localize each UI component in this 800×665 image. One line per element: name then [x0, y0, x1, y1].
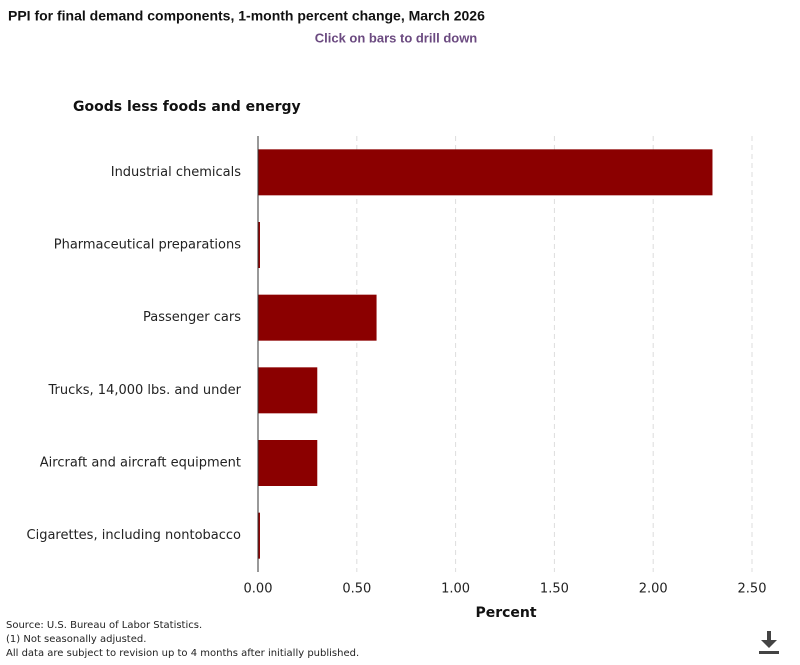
x-tick-label: 1.00: [441, 582, 470, 597]
x-tick-label: 1.50: [540, 582, 569, 597]
source-note: Source: U.S. Bureau of Labor Statistics.: [6, 620, 202, 631]
chart-subtitle: Click on bars to drill down: [315, 30, 478, 45]
y-tick-label: Trucks, 14,000 lbs. and under: [47, 383, 241, 398]
bar[interactable]: [258, 149, 713, 196]
y-tick-label: Industrial chemicals: [111, 165, 241, 180]
bar[interactable]: [258, 222, 260, 268]
bar[interactable]: [258, 512, 260, 559]
bar[interactable]: [258, 440, 318, 486]
group-label: Goods less foods and energy: [73, 99, 301, 115]
x-tick-label: 2.00: [639, 582, 668, 597]
download-button[interactable]: [759, 631, 779, 654]
bar[interactable]: [258, 367, 318, 414]
y-tick-label: Passenger cars: [143, 310, 241, 325]
x-tick-label: 2.50: [738, 582, 767, 597]
download-icon: [761, 640, 777, 648]
x-tick-label: 0.00: [244, 582, 273, 597]
x-tick-label: 0.50: [342, 582, 371, 597]
y-tick-label: Cigarettes, including nontobacco: [27, 528, 242, 543]
x-axis-label: Percent: [475, 605, 536, 621]
y-tick-label: Aircraft and aircraft equipment: [40, 456, 241, 471]
chart-title: PPI for final demand components, 1-month…: [8, 8, 485, 24]
download-icon: [767, 631, 771, 641]
download-icon: [759, 651, 779, 654]
y-tick-label: Pharmaceutical preparations: [54, 238, 241, 253]
source-note: All data are subject to revision up to 4…: [6, 648, 359, 659]
bar[interactable]: [258, 294, 377, 341]
source-note: (1) Not seasonally adjusted.: [6, 634, 146, 645]
